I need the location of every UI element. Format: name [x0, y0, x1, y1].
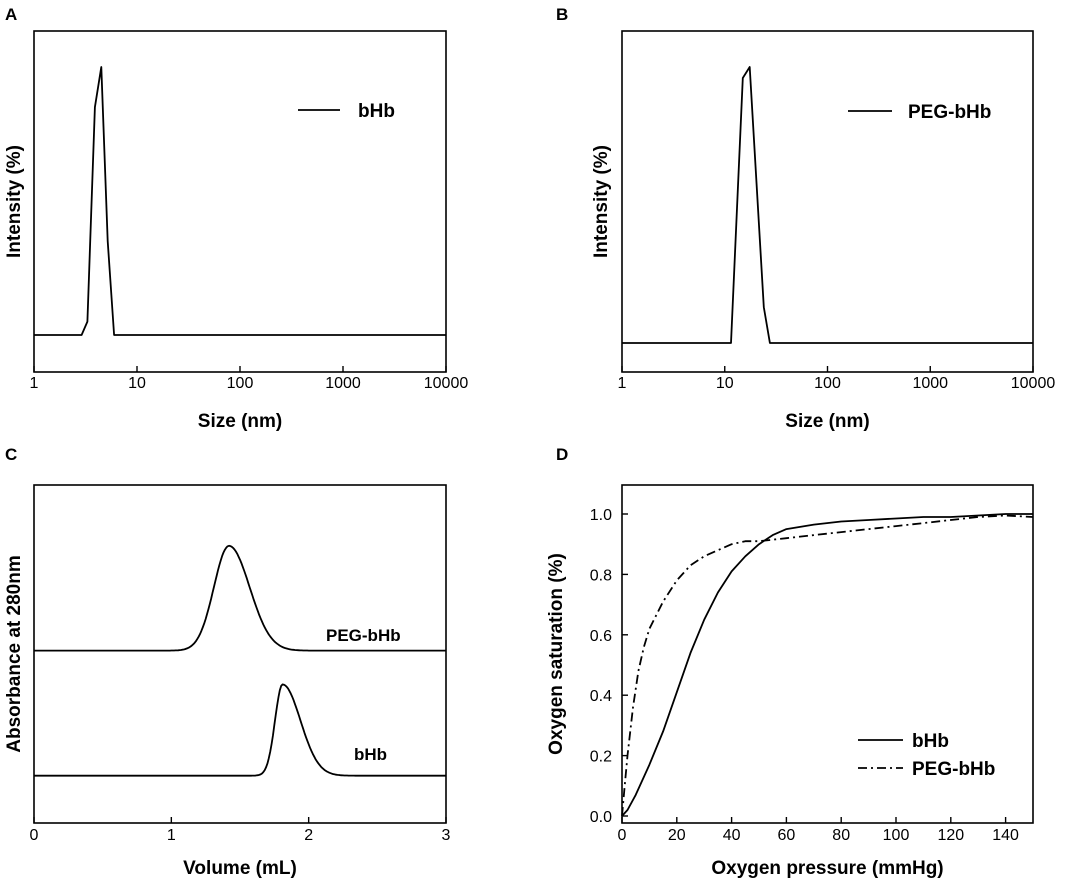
y-tick-label: 1.0 [590, 507, 612, 524]
plot-frame [621, 30, 1034, 373]
x-tick-label: 10 [716, 375, 734, 392]
series-line-peg-bhb [34, 544, 446, 652]
x-axis-title: Oxygen pressure (mmHg) [711, 858, 943, 879]
x-axis-title: Size (nm) [785, 411, 869, 432]
series-line-bhb [34, 66, 446, 336]
legend-label-peg-bhb: PEG-bHb [908, 102, 991, 123]
panel-letter-b: B [556, 5, 568, 24]
y-tick-label: 0.2 [590, 749, 612, 766]
plot-frame [33, 484, 447, 824]
x-tick-label: 60 [778, 827, 796, 844]
x-tick-label: 100 [227, 375, 254, 392]
y-axis-title: Intensity (%) [591, 145, 612, 258]
y-tick-label: 0.4 [590, 688, 612, 705]
x-tick-label: 80 [832, 827, 850, 844]
panel-letter-a: A [5, 5, 17, 24]
panel-letter-c: C [5, 445, 17, 464]
y-tick-label: 0.0 [590, 809, 612, 826]
legend-label-bhb: bHb [358, 101, 395, 122]
panel-a-chart: 1 10 100 1000 10000 Size (nm) Intensity (%) bHb [4, 30, 469, 432]
legend-label-peg-bhb: PEG-bHb [912, 759, 995, 780]
panel-letter-d: D [556, 445, 568, 464]
x-tick-label: 10000 [424, 375, 469, 392]
panel-c-chart: 0 1 2 3 Volume (mL) Absorbance at 280nm PEG-bH… [4, 484, 451, 879]
series-line-bhb [621, 513, 1033, 817]
plot-frame [621, 484, 1034, 824]
x-tick-label: 120 [937, 827, 964, 844]
panel-d-chart: 0 20 40 60 80 100 120 140 Oxygen pressure (mmHg)… [546, 484, 1034, 879]
x-tick-label: 10 [128, 375, 146, 392]
series-line-bhb [34, 683, 446, 777]
x-axis-title: Volume (mL) [183, 858, 297, 879]
x-tick-label: 1000 [912, 375, 948, 392]
x-tick-label: 3 [442, 827, 451, 844]
x-tick-label: 20 [668, 827, 686, 844]
series-line-peg-bhb [621, 514, 1034, 817]
panel-b-chart: 1 10 100 1000 10000 Size (nm) Intensity (%) PEG… [591, 30, 1056, 432]
x-tick-label: 10000 [1011, 375, 1056, 392]
x-tick-label: 100 [883, 827, 910, 844]
x-tick-label: 40 [723, 827, 741, 844]
x-tick-label: 2 [304, 827, 313, 844]
y-axis-title: Intensity (%) [4, 145, 25, 258]
series-line-peg-bhb [622, 66, 1033, 344]
x-tick-label: 140 [992, 827, 1019, 844]
annotation-peg-bhb: PEG-bHb [326, 626, 401, 645]
x-tick-label: 0 [618, 827, 627, 844]
x-tick-label: 100 [814, 375, 841, 392]
x-tick-label: 1 [618, 375, 627, 392]
x-tick-label: 0 [30, 827, 39, 844]
legend-label-bhb: bHb [912, 731, 949, 752]
x-tick-label: 1000 [325, 375, 361, 392]
annotation-bhb: bHb [354, 745, 387, 764]
y-axis-title: Oxygen saturation (%) [546, 553, 567, 755]
y-tick-label: 0.8 [590, 567, 612, 584]
y-axis-title: Absorbance at 280nm [4, 555, 25, 752]
plot-frame [33, 30, 447, 373]
y-tick-label: 0.6 [590, 628, 612, 645]
x-tick-label: 1 [30, 375, 39, 392]
x-axis-title: Size (nm) [198, 411, 282, 432]
x-tick-label: 1 [167, 827, 176, 844]
